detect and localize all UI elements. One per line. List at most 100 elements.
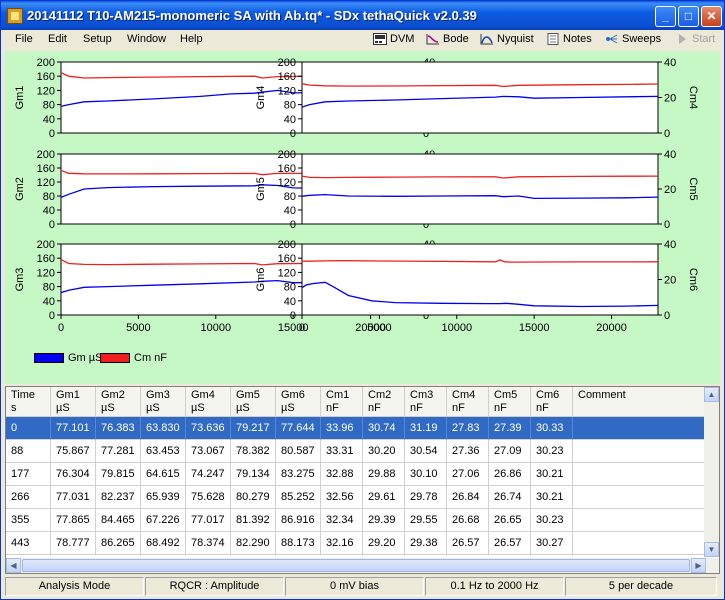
table-cell[interactable]: 30.27 [531,532,573,555]
table-cell[interactable]: 81.392 [231,509,276,532]
column-header-gm6[interactable]: Gm6 µS [276,387,321,417]
table-cell[interactable]: 77.865 [51,509,96,532]
table-cell[interactable]: 26.57 [447,532,489,555]
scroll-thumb[interactable] [22,559,690,572]
table-cell[interactable]: 355 [6,509,51,532]
scroll-right-button[interactable]: ▶ [691,558,706,573]
column-header-gm3[interactable]: Gm3 µS [141,387,186,417]
table-cell[interactable]: 30.21 [531,486,573,509]
menu-window[interactable]: Window [127,33,167,45]
toolbar-notes-button[interactable]: Notes [546,33,592,45]
table-cell[interactable] [573,486,709,509]
table-cell[interactable]: 83.275 [276,463,321,486]
table-cell[interactable] [573,509,709,532]
table-cell[interactable]: 443 [6,532,51,555]
table-cell[interactable]: 26.65 [489,509,531,532]
table-cell[interactable]: 26.68 [447,509,489,532]
toolbar-sweeps-button[interactable]: Sweeps [605,33,661,45]
table-cell[interactable]: 27.36 [447,440,489,463]
table-row[interactable]: 443 78.777 86.265 68.492 78.374 82.290 88.173 3… [6,532,709,555]
table-cell[interactable]: 29.78 [405,486,447,509]
table-cell[interactable]: 82.237 [96,486,141,509]
table-cell[interactable]: 30.33 [531,417,573,440]
column-header-gm5[interactable]: Gm5 µS [231,387,276,417]
table-cell[interactable]: 29.20 [363,532,405,555]
column-header-time[interactable]: Time s [6,387,51,417]
table-cell[interactable]: 77.281 [96,440,141,463]
table-row[interactable]: 177 76.304 79.815 64.615 74.247 79.134 83.275 3… [6,463,709,486]
title-bar[interactable]: 20141112 T10-AM215-monomeric SA with Ab.… [1,1,724,30]
toolbar-nyquist-button[interactable]: Nyquist [480,33,534,45]
table-cell[interactable]: 88 [6,440,51,463]
table-cell[interactable]: 86.916 [276,509,321,532]
column-header-gm4[interactable]: Gm4 µS [186,387,231,417]
table-cell[interactable]: 32.56 [321,486,363,509]
table-row[interactable]: 355 77.865 84.465 67.226 77.017 81.392 86.916 3… [6,509,709,532]
table-cell[interactable]: 30.23 [531,509,573,532]
table-cell[interactable]: 78.374 [186,532,231,555]
table-row[interactable]: 88 75.867 77.281 63.453 73.067 78.382 80.587 33… [6,440,709,463]
table-cell[interactable]: 73.636 [186,417,231,440]
vertical-scrollbar[interactable]: ▲ ▼ [704,387,719,557]
column-header-cm1[interactable]: Cm1 nF [321,387,363,417]
table-cell[interactable]: 78.777 [51,532,96,555]
table-cell[interactable]: 77.017 [186,509,231,532]
table-cell[interactable]: 29.39 [363,509,405,532]
table-cell[interactable]: 29.38 [405,532,447,555]
table-cell[interactable]: 32.16 [321,532,363,555]
scroll-left-button[interactable]: ◀ [6,558,21,573]
table-cell[interactable]: 30.74 [363,417,405,440]
table-cell[interactable]: 63.830 [141,417,186,440]
table-cell[interactable] [573,463,709,486]
table-cell[interactable]: 79.815 [96,463,141,486]
table-cell[interactable]: 30.21 [531,463,573,486]
menu-help[interactable]: Help [180,33,203,45]
table-cell[interactable]: 27.09 [489,440,531,463]
maximize-button[interactable]: □ [678,6,699,27]
table-cell[interactable]: 65.939 [141,486,186,509]
scroll-up-button[interactable]: ▲ [704,387,719,402]
table-cell[interactable]: 63.453 [141,440,186,463]
horizontal-scrollbar[interactable]: ◀ ▶ [6,558,719,573]
column-header-gm2[interactable]: Gm2 µS [96,387,141,417]
table-cell[interactable] [573,532,709,555]
table-cell[interactable]: 30.23 [531,440,573,463]
table-cell[interactable]: 30.20 [363,440,405,463]
table-cell[interactable]: 0 [6,417,51,440]
table-cell[interactable]: 75.628 [186,486,231,509]
table-cell[interactable]: 77.644 [276,417,321,440]
column-header-comment[interactable]: Comment [573,387,709,417]
table-cell[interactable]: 88.173 [276,532,321,555]
column-header-cm2[interactable]: Cm2 nF [363,387,405,417]
column-header-gm1[interactable]: Gm1 µS [51,387,96,417]
table-cell[interactable]: 33.96 [321,417,363,440]
table-cell[interactable]: 266 [6,486,51,509]
scroll-down-button[interactable]: ▼ [704,542,719,557]
table-cell[interactable]: 33.31 [321,440,363,463]
table-cell[interactable]: 30.10 [405,463,447,486]
table-cell[interactable]: 86.265 [96,532,141,555]
table-cell[interactable]: 27.83 [447,417,489,440]
table-cell[interactable]: 30.54 [405,440,447,463]
table-cell[interactable] [573,440,709,463]
table-cell[interactable]: 177 [6,463,51,486]
table-cell[interactable]: 82.290 [231,532,276,555]
table-cell[interactable]: 74.247 [186,463,231,486]
data-table[interactable]: Time s Gm1 µS Gm2 µS Gm3 µS Gm4 µS Gm5 µS Gm6 µS Cm1 nF… [5,386,720,574]
column-header-cm4[interactable]: Cm4 nF [447,387,489,417]
table-cell[interactable]: 84.465 [96,509,141,532]
table-cell[interactable]: 64.615 [141,463,186,486]
table-cell[interactable]: 78.382 [231,440,276,463]
table-cell[interactable]: 27.39 [489,417,531,440]
toolbar-bode-button[interactable]: Bode [426,33,469,45]
charts-canvas[interactable]: 0408012016020002040Gm1Cm1040801201602000… [5,51,720,384]
table-cell[interactable]: 85.252 [276,486,321,509]
table-cell[interactable]: 27.06 [447,463,489,486]
table-cell[interactable]: 26.86 [489,463,531,486]
table-cell[interactable]: 76.383 [96,417,141,440]
table-cell[interactable]: 73.067 [186,440,231,463]
app-icon[interactable] [7,8,23,24]
column-header-cm6[interactable]: Cm6 nF [531,387,573,417]
table-cell[interactable]: 32.34 [321,509,363,532]
table-cell[interactable]: 67.226 [141,509,186,532]
